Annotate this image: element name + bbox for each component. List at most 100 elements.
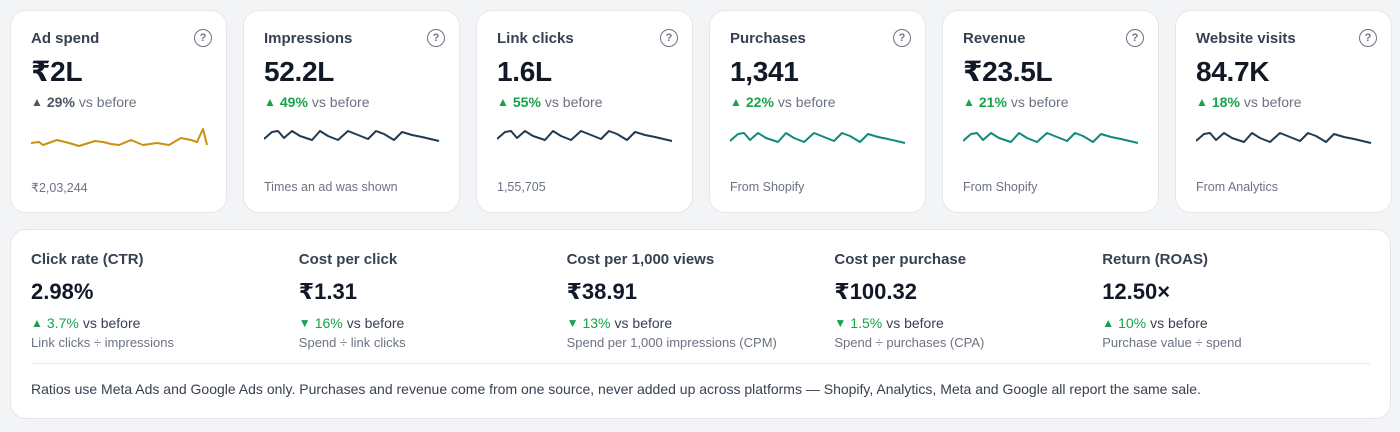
up-arrow-icon: ▲ xyxy=(730,95,742,109)
help-icon[interactable]: ? xyxy=(194,29,212,47)
sparkline-path xyxy=(963,132,1139,144)
sparkline xyxy=(264,130,440,142)
help-icon[interactable]: ? xyxy=(660,29,678,47)
kpi-value: 1.6L xyxy=(497,56,552,87)
ratio-roas: Return (ROAS) 12.50× ▲ 10% vs before Pur… xyxy=(1102,250,1370,351)
ratio-value: ₹38.91 xyxy=(566,279,637,304)
help-icon[interactable]: ? xyxy=(893,29,911,47)
ratio-delta: ▼ 1.5% vs before xyxy=(834,314,1102,332)
delta-label: vs before xyxy=(1010,94,1069,110)
help-icon[interactable]: ? xyxy=(1126,29,1144,47)
kpi-delta: ▲ 29% vs before xyxy=(31,93,206,111)
sparkline xyxy=(963,132,1139,144)
ratio-value: ₹100.32 xyxy=(834,279,917,304)
kpi-value: ₹2L xyxy=(31,56,83,87)
sparkline-path xyxy=(497,130,673,142)
sparkline-path xyxy=(31,128,208,147)
ratio-delta: ▼ 16% vs before xyxy=(299,314,567,332)
delta-percent: 49% xyxy=(279,94,308,110)
delta-label: vs before xyxy=(82,315,141,331)
up-arrow-icon: ▲ xyxy=(1196,95,1208,109)
kpi-card-website-visits[interactable]: Website visits ? 84.7K ▲ 18% vs before F… xyxy=(1175,10,1392,213)
sparkline xyxy=(730,132,906,144)
ratio-ctr: Click rate (CTR) 2.98% ▲ 3.7% vs before … xyxy=(31,250,299,351)
delta-label: vs before xyxy=(777,94,836,110)
ratio-title: Return (ROAS) xyxy=(1102,251,1209,268)
ratio-value: ₹1.31 xyxy=(298,279,357,304)
kpi-title: Website visits xyxy=(1196,30,1296,47)
kpi-card-impressions[interactable]: Impressions ? 52.2L ▲ 49% vs before Time… xyxy=(243,10,460,213)
help-icon[interactable]: ? xyxy=(427,29,445,47)
kpi-note: 1,55,705 xyxy=(497,180,546,194)
kpi-card-purchases[interactable]: Purchases ? 1,341 ▲ 22% vs before From S… xyxy=(709,10,926,213)
ratio-delta: ▼ 13% vs before xyxy=(567,314,835,332)
kpi-delta: ▲ 49% vs before xyxy=(264,93,439,111)
ratio-subtitle: Spend per 1,000 impressions (CPM) xyxy=(566,335,777,350)
kpi-value: 1,341 xyxy=(730,56,799,87)
kpi-note: From Analytics xyxy=(1196,180,1278,194)
up-arrow-icon: ▲ xyxy=(497,95,509,109)
kpi-card-link-clicks[interactable]: Link clicks ? 1.6L ▲ 55% vs before 1,55,… xyxy=(476,10,693,213)
delta-percent: 3.7% xyxy=(46,315,79,331)
up-arrow-icon: ▲ xyxy=(31,95,43,109)
delta-label: vs before xyxy=(78,94,137,110)
divider xyxy=(31,363,1370,364)
delta-percent: 29% xyxy=(46,94,75,110)
ratio-title: Click rate (CTR) xyxy=(31,251,144,268)
delta-percent: 1.5% xyxy=(850,315,883,331)
ratio-cpm: Cost per 1,000 views ₹38.91 ▼ 13% vs bef… xyxy=(567,250,835,351)
delta-percent: 18% xyxy=(1211,94,1240,110)
down-arrow-icon: ▼ xyxy=(566,316,579,330)
kpi-note: ₹2,03,244 xyxy=(31,181,88,195)
kpi-note: Times an ad was shown xyxy=(264,180,398,194)
delta-percent: 10% xyxy=(1118,315,1147,331)
delta-percent: 22% xyxy=(745,94,774,110)
delta-percent: 55% xyxy=(512,94,541,110)
delta-percent: 13% xyxy=(582,315,611,331)
up-arrow-icon: ▲ xyxy=(963,95,975,109)
kpi-delta: ▲ 55% vs before xyxy=(497,93,672,111)
sparkline xyxy=(1196,132,1372,144)
delta-percent: 16% xyxy=(314,315,343,331)
up-arrow-icon: ▲ xyxy=(1102,316,1115,330)
kpi-card-ad-spend[interactable]: Ad spend ? ₹2L ▲ 29% vs before ₹2,03,244 xyxy=(10,10,227,213)
ratios-card: Click rate (CTR) 2.98% ▲ 3.7% vs before … xyxy=(10,229,1391,419)
kpi-row: Ad spend ? ₹2L ▲ 29% vs before ₹2,03,244… xyxy=(10,10,1392,213)
ratio-subtitle: Link clicks ÷ impressions xyxy=(31,335,174,350)
ratio-value: 12.50× xyxy=(1102,279,1171,304)
ratio-cpa: Cost per purchase ₹100.32 ▼ 1.5% vs befo… xyxy=(834,250,1102,351)
ratio-cpc: Cost per click ₹1.31 ▼ 16% vs before Spe… xyxy=(299,250,567,351)
sparkline-path xyxy=(1196,132,1372,144)
kpi-value: 84.7K xyxy=(1196,56,1270,87)
kpi-delta: ▲ 21% vs before xyxy=(963,93,1138,111)
kpi-title: Revenue xyxy=(963,30,1026,47)
help-icon[interactable]: ? xyxy=(1359,29,1377,47)
down-arrow-icon: ▼ xyxy=(834,316,847,330)
sparkline-path xyxy=(264,130,440,142)
kpi-delta: ▲ 18% vs before xyxy=(1196,93,1371,111)
ratio-subtitle: Spend ÷ purchases (CPA) xyxy=(834,335,985,350)
ratio-delta: ▲ 3.7% vs before xyxy=(31,314,299,332)
footnote: Ratios use Meta Ads and Google Ads only.… xyxy=(31,381,1201,397)
kpi-title: Link clicks xyxy=(497,30,574,47)
sparkline xyxy=(497,130,673,142)
sparkline xyxy=(31,128,208,147)
kpi-title: Impressions xyxy=(264,30,353,47)
kpi-value: ₹23.5L xyxy=(963,56,1053,87)
ratio-grid: Click rate (CTR) 2.98% ▲ 3.7% vs before … xyxy=(31,230,1370,351)
ratio-title: Cost per 1,000 views xyxy=(566,251,715,268)
ratio-subtitle: Purchase value ÷ spend xyxy=(1102,335,1242,350)
kpi-note: From Shopify xyxy=(963,180,1038,194)
delta-label: vs before xyxy=(886,315,944,331)
ratio-title: Cost per purchase xyxy=(834,251,967,268)
down-arrow-icon: ▼ xyxy=(298,316,311,330)
kpi-title: Ad spend xyxy=(31,30,100,47)
ratio-title: Cost per click xyxy=(298,251,398,268)
up-arrow-icon: ▲ xyxy=(264,95,276,109)
ratio-subtitle: Spend ÷ link clicks xyxy=(298,335,406,350)
delta-label: vs before xyxy=(544,94,603,110)
kpi-card-revenue[interactable]: Revenue ? ₹23.5L ▲ 21% vs before From Sh… xyxy=(942,10,1159,213)
up-arrow-icon: ▲ xyxy=(31,316,43,330)
delta-label: vs before xyxy=(1243,94,1302,110)
delta-label: vs before xyxy=(1150,315,1208,331)
